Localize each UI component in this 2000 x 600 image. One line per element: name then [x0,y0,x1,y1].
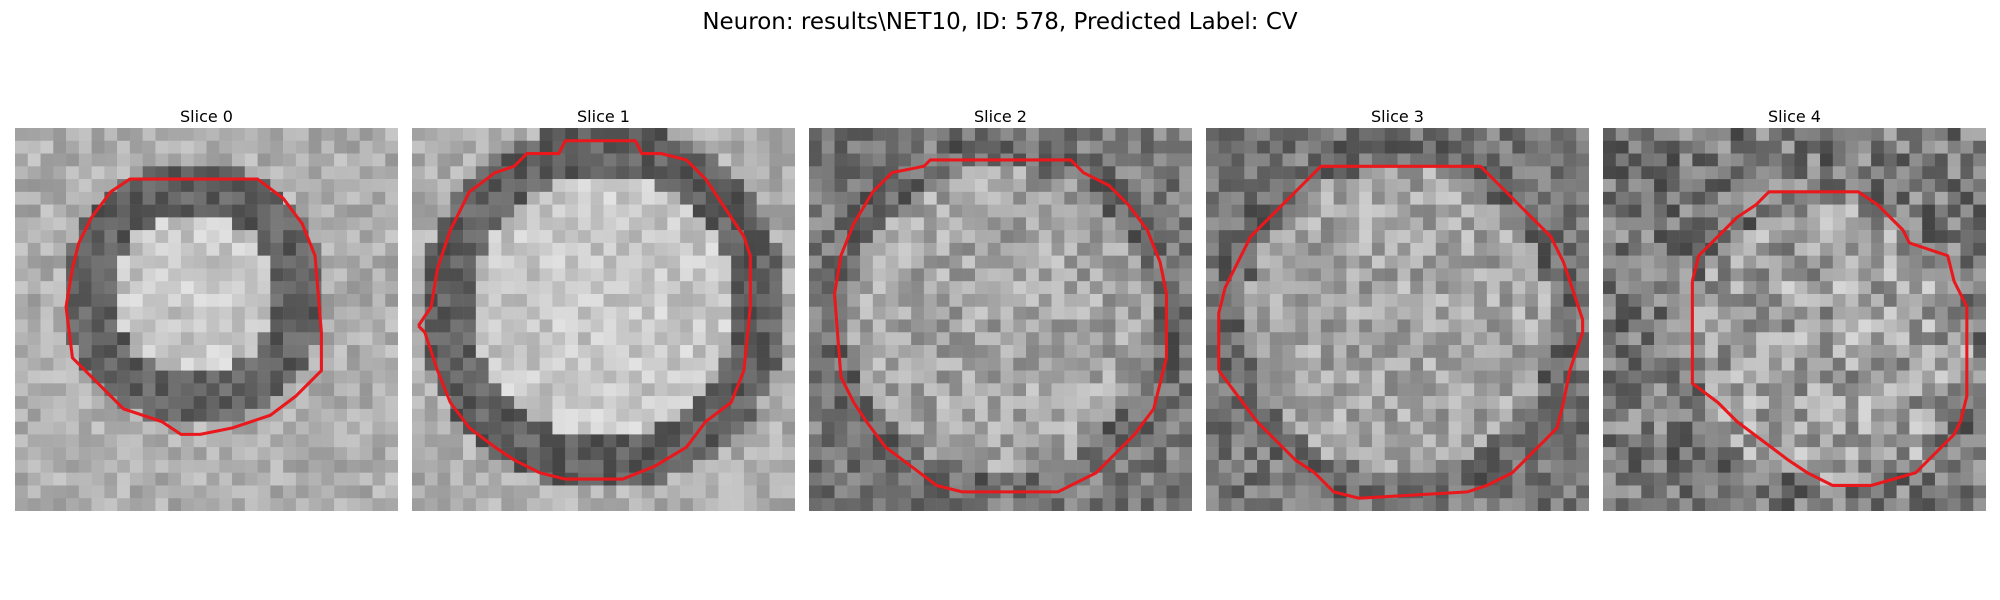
slice-panel-1: Slice 1 [412,106,795,511]
slice-title: Slice 2 [974,107,1027,126]
slice-title: Slice 0 [180,107,233,126]
segmentation-contour [1690,190,1969,487]
slice-panel-0: Slice 0 [15,106,398,511]
slice-title: Slice 4 [1768,107,1821,126]
segmentation-contour [64,177,323,436]
segmentation-contour [1217,164,1585,500]
slice-panel-3: Slice 3 [1206,106,1589,511]
slice-panel-2: Slice 2 [809,106,1192,511]
pixel-mosaic [1206,128,1589,511]
pixel-mosaic [1603,128,1986,511]
slice-title: Slice 1 [577,107,630,126]
slice-title: Slice 3 [1371,107,1424,126]
slice-image-2 [809,128,1192,511]
figure-title: Neuron: results\NET10, ID: 578, Predicte… [702,9,1298,35]
segmentation-contour [417,139,752,481]
slice-image-1 [412,128,795,511]
slice-image-4 [1603,128,1986,511]
slice-image-3 [1206,128,1589,511]
pixel-mosaic [809,128,1192,511]
slice-image-0 [15,128,398,511]
pixel-mosaic [15,128,398,511]
slice-panel-4: Slice 4 [1603,106,1986,511]
segmentation-contour [833,158,1168,494]
pixel-mosaic [412,128,795,511]
